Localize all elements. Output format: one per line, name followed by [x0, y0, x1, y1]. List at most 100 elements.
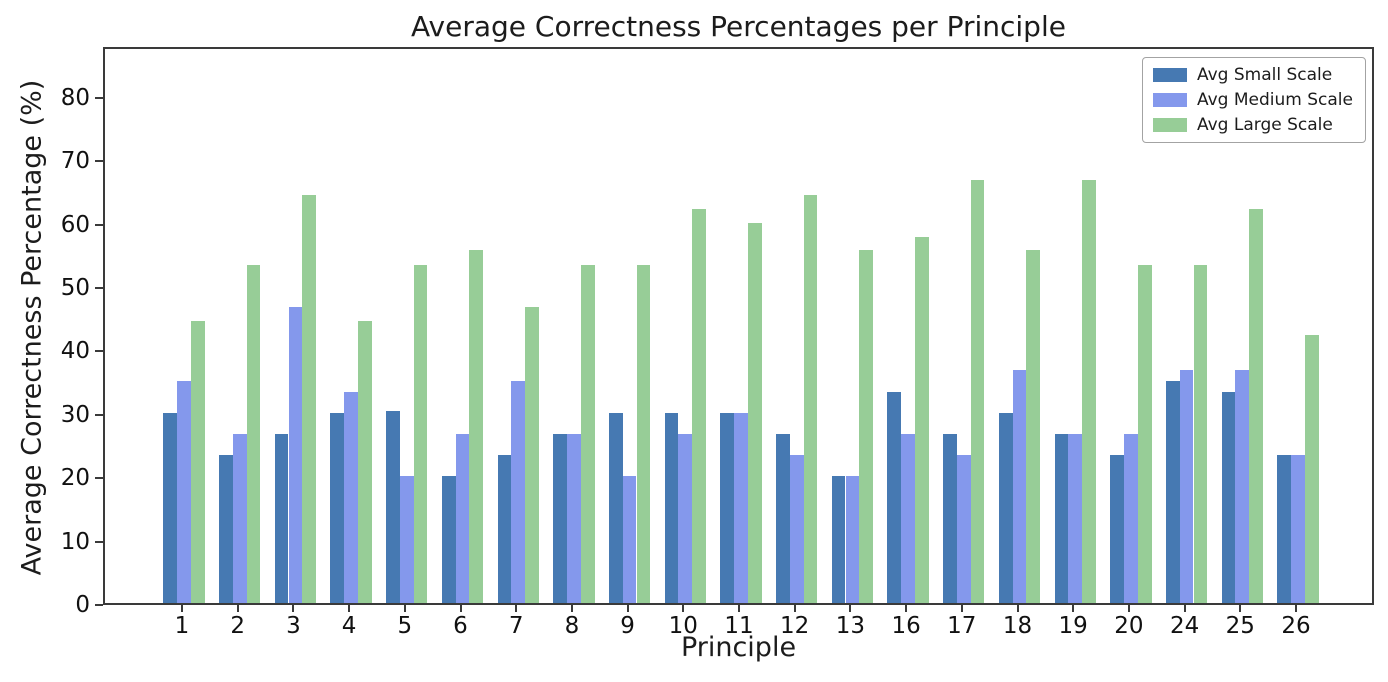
x-tick-mark: [960, 605, 963, 612]
x-tick-label: 5: [397, 613, 413, 639]
x-tick-label: 6: [453, 613, 468, 639]
bar: [163, 412, 178, 603]
bar: [678, 433, 693, 603]
y-tick-mark: [95, 604, 103, 606]
x-tick-mark: [1239, 605, 1242, 612]
y-tick-label: 80: [60, 84, 90, 111]
legend-item: Avg Large Scale: [1152, 115, 1353, 135]
bar: [664, 412, 679, 603]
bar: [998, 412, 1013, 603]
y-tick-label: 40: [60, 338, 90, 365]
legend-swatch-avg-medium-scale: [1152, 93, 1187, 107]
x-tick-mark: [1016, 605, 1019, 612]
x-tick-label: 2: [230, 613, 246, 639]
bar: [1193, 265, 1208, 603]
y-axis-label: Average Correctness Percentage (%): [16, 79, 48, 576]
x-tick-mark: [1295, 605, 1297, 612]
bar: [1124, 433, 1138, 603]
y-tick-label: 20: [60, 465, 90, 492]
legend-swatch-avg-large-scale: [1152, 118, 1187, 132]
legend: Avg Small Scale Avg Medium Scale Avg Large…: [1141, 57, 1366, 143]
bar: [386, 410, 400, 603]
bar: [1165, 381, 1180, 603]
bar: [636, 265, 651, 603]
x-tick-label: 19: [1058, 613, 1088, 639]
x-tick-mark: [1127, 605, 1130, 612]
x-axis-label: Principle: [680, 632, 797, 663]
y-tick-mark: [95, 477, 103, 480]
y-tick-mark: [95, 286, 103, 289]
bar: [915, 236, 929, 603]
bar: [831, 476, 846, 603]
bar: [219, 455, 233, 603]
bar: [302, 194, 317, 603]
bar: [845, 476, 860, 603]
bar: [1277, 455, 1292, 603]
y-tick-label: 10: [60, 528, 90, 555]
x-tick-label: 26: [1281, 613, 1311, 639]
y-tick-mark: [95, 96, 103, 99]
bar: [497, 455, 512, 603]
bar: [943, 433, 957, 603]
bar: [1221, 391, 1236, 603]
legend-label: Avg Small Scale: [1196, 65, 1333, 85]
chart-title: Average Correctness Percentages per Prin…: [411, 10, 1066, 43]
bar: [344, 391, 358, 603]
x-tick-label: 12: [780, 613, 810, 639]
bar: [901, 433, 915, 603]
x-tick-mark: [515, 605, 518, 612]
y-tick-mark: [95, 540, 103, 543]
bar: [567, 433, 581, 603]
y-tick-mark: [95, 350, 103, 353]
bar: [232, 433, 247, 603]
x-tick-mark: [849, 605, 852, 612]
y-tick-mark: [95, 160, 103, 163]
x-tick-label: 24: [1169, 613, 1200, 639]
x-tick-label: 8: [564, 613, 580, 639]
bar: [720, 412, 735, 603]
bar: [177, 381, 191, 603]
bar: [441, 476, 456, 603]
x-tick-label: 4: [341, 613, 357, 639]
x-tick-label: 17: [947, 613, 977, 639]
x-tick-mark: [626, 605, 629, 612]
x-tick-mark: [682, 605, 685, 612]
bar: [246, 265, 261, 603]
x-tick-mark: [905, 605, 908, 612]
y-tick-mark: [95, 413, 103, 416]
x-tick-label: 20: [1114, 613, 1144, 639]
bar: [692, 208, 706, 603]
x-tick-mark: [1183, 605, 1186, 612]
bar: [1012, 370, 1027, 603]
bar: [1235, 370, 1250, 603]
bar: [622, 476, 637, 603]
y-tick-label: 0: [75, 592, 90, 618]
legend-item: Avg Small Scale: [1152, 65, 1353, 85]
x-tick-mark: [181, 605, 183, 612]
bar: [580, 265, 595, 603]
bar: [734, 412, 748, 603]
bar: [469, 250, 484, 603]
bar: [553, 433, 567, 603]
y-tick-label: 30: [60, 401, 90, 428]
bar: [970, 180, 985, 603]
bar: [511, 381, 526, 603]
bar: [330, 412, 345, 603]
bar: [789, 455, 804, 603]
y-tick-mark: [95, 223, 103, 226]
bar: [399, 476, 414, 603]
bar: [1026, 250, 1041, 603]
bar: [1304, 335, 1319, 603]
x-tick-label: 1: [174, 613, 190, 639]
bar: [1110, 455, 1124, 603]
bar: [455, 433, 470, 603]
x-tick-label: 13: [835, 613, 866, 639]
x-tick-label: 18: [1002, 613, 1033, 639]
x-tick-label: 10: [668, 613, 698, 639]
x-tick-label: 7: [508, 613, 524, 639]
x-tick-label: 16: [891, 613, 921, 639]
bar: [608, 412, 623, 603]
x-tick-label: 11: [724, 613, 754, 639]
bar: [747, 222, 762, 603]
bar: [288, 306, 303, 603]
